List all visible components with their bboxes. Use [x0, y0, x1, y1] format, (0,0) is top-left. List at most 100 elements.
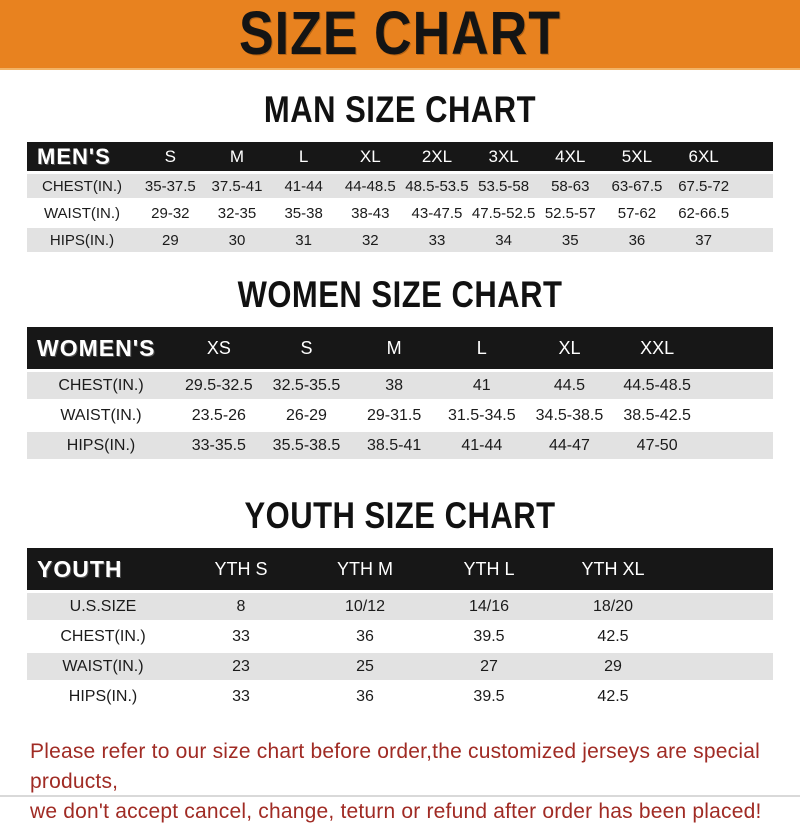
size-column-header: XL [525, 327, 614, 369]
size-cell: 35.5-38.5 [262, 432, 351, 459]
size-cell: 10/12 [303, 593, 427, 620]
row-spacer [701, 432, 773, 459]
header-spacer [701, 327, 773, 369]
size-cell: 36 [603, 228, 671, 252]
table-row: WAIST(IN.) 23 25 27 29 [27, 653, 773, 680]
footer-line-2: we don't accept cancel, change, teturn o… [30, 799, 762, 823]
size-cell: 41-44 [437, 432, 526, 459]
footer-line-1: Please refer to our size chart before or… [30, 740, 760, 793]
size-column-header: 5XL [603, 142, 671, 171]
row-spacer [701, 402, 773, 429]
row-label: HIPS(IN.) [27, 683, 179, 710]
size-cell: 44-48.5 [336, 174, 404, 198]
section-men: MAN SIZE CHART MEN'S S M L XL 2XL 3XL 4XL 5XL 6XL… [0, 88, 800, 255]
table-body: CHEST(IN.) 35-37.5 37.5-41 41-44 44-48.5 48.5… [27, 174, 773, 252]
table-row: CHEST(IN.) 35-37.5 37.5-41 41-44 44-48.5 48.5… [27, 174, 773, 198]
size-cell: 25 [303, 653, 427, 680]
size-cell: 53.5-58 [470, 174, 537, 198]
size-cell: 41 [437, 372, 526, 399]
size-cell: 39.5 [427, 623, 551, 650]
size-cell: 30 [203, 228, 271, 252]
footer-note: Please refer to our size chart before or… [30, 737, 772, 826]
section-women: WOMEN SIZE CHART WOMEN'S XS S M L XL XXL CHEST(… [0, 273, 800, 462]
size-column-header: XS [175, 327, 263, 369]
size-cell: 44-47 [525, 432, 614, 459]
size-cell: 32 [336, 228, 404, 252]
table-body: U.S.SIZE 8 10/12 14/16 18/20 CHEST(IN.) 33 36 39… [27, 593, 773, 710]
women-size-table: WOMEN'S XS S M L XL XXL CHEST(IN.) 29.5-32.5 32.5… [27, 324, 773, 462]
size-column-header: XXL [613, 327, 701, 369]
size-cell: 43-47.5 [403, 201, 471, 225]
size-column-header: XL [336, 142, 404, 171]
size-cell: 8 [179, 593, 303, 620]
size-cell: 33-35.5 [175, 432, 263, 459]
row-label: U.S.SIZE [27, 593, 179, 620]
size-column-header: YTH S [179, 548, 303, 590]
size-cell: 23 [179, 653, 303, 680]
row-spacer [675, 623, 773, 650]
women-section-title-text: WOMEN SIZE CHART [237, 273, 563, 316]
size-cell: 38.5-42.5 [613, 402, 701, 429]
table-body: CHEST(IN.) 29.5-32.5 32.5-35.5 38 41 44.5 44.5… [27, 372, 773, 459]
men-size-table: MEN'S S M L XL 2XL 3XL 4XL 5XL 6XL CHEST(IN.) 35-37… [27, 139, 773, 255]
table-row: HIPS(IN.) 33 36 39.5 42.5 [27, 683, 773, 710]
size-column-header: S [137, 142, 204, 171]
size-cell: 33 [403, 228, 471, 252]
size-column-header: 3XL [470, 142, 537, 171]
row-spacer [675, 653, 773, 680]
size-cell: 36 [303, 623, 427, 650]
size-cell: 33 [179, 683, 303, 710]
banner: SIZE CHART [0, 0, 800, 70]
size-cell: 29 [551, 653, 675, 680]
men-section-title: MAN SIZE CHART [0, 88, 800, 130]
size-column-header: M [350, 327, 438, 369]
row-spacer [701, 372, 773, 399]
page-title: SIZE CHART [239, 0, 561, 69]
youth-size-table: YOUTH YTH S YTH M YTH L YTH XL U.S.SIZE 8 10/12… [27, 545, 773, 713]
size-cell: 47-50 [613, 432, 701, 459]
size-cell: 34.5-38.5 [525, 402, 614, 429]
row-label: WAIST(IN.) [27, 653, 179, 680]
row-label: WAIST(IN.) [27, 402, 175, 429]
header-spacer [737, 142, 773, 171]
size-column-header: YTH L [427, 548, 551, 590]
size-cell: 34 [470, 228, 537, 252]
row-label: CHEST(IN.) [27, 174, 137, 198]
row-label: CHEST(IN.) [27, 623, 179, 650]
size-column-header: 2XL [403, 142, 471, 171]
header-spacer [675, 548, 773, 590]
size-column-header: L [270, 142, 337, 171]
size-cell: 35-37.5 [137, 174, 204, 198]
table-row: HIPS(IN.) 33-35.5 35.5-38.5 38.5-41 41-44 44-… [27, 432, 773, 459]
table-header-label: YOUTH [27, 548, 179, 590]
size-column-header: 6XL [670, 142, 737, 171]
size-cell: 33 [179, 623, 303, 650]
row-spacer [737, 201, 773, 225]
size-column-header: YTH M [303, 548, 427, 590]
size-cell: 29 [137, 228, 204, 252]
youth-section-title: YOUTH SIZE CHART [0, 494, 800, 536]
row-spacer [675, 683, 773, 710]
size-column-header: M [203, 142, 271, 171]
size-cell: 29-31.5 [350, 402, 438, 429]
size-cell: 32.5-35.5 [262, 372, 351, 399]
size-cell: 42.5 [551, 683, 675, 710]
row-spacer [737, 174, 773, 198]
size-cell: 37 [670, 228, 737, 252]
size-cell: 41-44 [270, 174, 337, 198]
bottom-divider [0, 795, 800, 797]
table-row: WAIST(IN.) 23.5-26 26-29 29-31.5 31.5-34.5 34… [27, 402, 773, 429]
table-header-row: WOMEN'S XS S M L XL XXL [27, 327, 773, 369]
size-cell: 27 [427, 653, 551, 680]
size-cell: 62-66.5 [670, 201, 737, 225]
table-row: WAIST(IN.) 29-32 32-35 35-38 38-43 43-47.5 47.… [27, 201, 773, 225]
women-section-title: WOMEN SIZE CHART [0, 273, 800, 315]
table-row: CHEST(IN.) 33 36 39.5 42.5 [27, 623, 773, 650]
row-label: HIPS(IN.) [27, 432, 175, 459]
table-head: YOUTH YTH S YTH M YTH L YTH XL [27, 548, 773, 590]
size-cell: 38 [350, 372, 438, 399]
size-cell: 29.5-32.5 [175, 372, 263, 399]
size-cell: 32-35 [203, 201, 271, 225]
size-cell: 36 [303, 683, 427, 710]
